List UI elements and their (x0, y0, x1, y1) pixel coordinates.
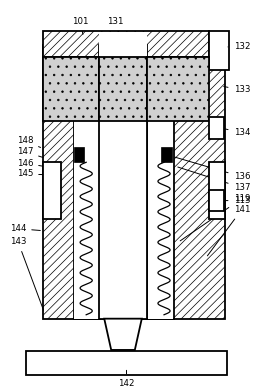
Text: 145: 145 (17, 169, 57, 179)
Bar (43, 57, 99, 121)
Text: 137: 137 (178, 167, 250, 192)
Text: 101: 101 (72, 17, 89, 34)
Text: 132: 132 (228, 42, 250, 52)
Bar (208, 31, 229, 70)
Text: 147: 147 (17, 147, 43, 158)
Bar (43, 31, 208, 57)
Bar (147, 57, 208, 121)
Bar (147, 57, 174, 319)
Bar (74, 57, 100, 319)
Bar (148, 57, 173, 319)
Text: 148: 148 (17, 136, 41, 147)
Text: 136: 136 (175, 157, 250, 181)
Bar (43, 45, 225, 319)
Bar (43, 162, 61, 219)
Bar (74, 147, 84, 162)
Polygon shape (104, 319, 142, 350)
Text: 146: 146 (17, 158, 56, 169)
Text: 143: 143 (10, 237, 44, 310)
Bar (99, 45, 147, 319)
Bar (161, 147, 172, 162)
Bar (26, 351, 227, 375)
Text: 131: 131 (107, 17, 124, 34)
Bar (208, 162, 225, 219)
Text: 142: 142 (118, 370, 135, 389)
Text: 113: 113 (225, 196, 250, 205)
Text: 119: 119 (180, 194, 250, 241)
Bar (208, 190, 224, 211)
Text: 133: 133 (224, 85, 250, 95)
Bar (74, 57, 100, 319)
Text: 141: 141 (207, 205, 250, 256)
Text: 144: 144 (10, 224, 40, 233)
Bar (99, 32, 147, 56)
Bar (99, 57, 147, 121)
Text: 134: 134 (225, 128, 250, 138)
Bar (208, 117, 224, 139)
